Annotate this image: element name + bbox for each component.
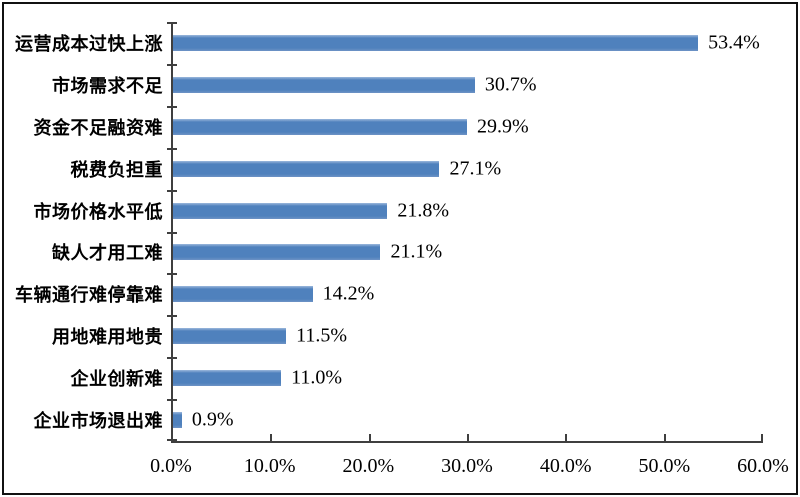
x-axis-tick-label: 20.0% [342, 455, 395, 477]
value-label: 21.1% [390, 240, 443, 263]
bar-row: 市场价格水平低 21.8% [34, 190, 763, 232]
value-label: 30.7% [484, 73, 537, 96]
x-axis-tick-label: 60.0% [737, 455, 789, 477]
bar-row: 运营成本过快上涨 53.4% [15, 22, 763, 64]
bar-row: 车辆通行难停靠难 14.2% [15, 273, 763, 315]
y-axis-tick [167, 105, 177, 108]
bar [173, 160, 440, 177]
value-label: 11.0% [291, 366, 343, 389]
x-axis-tick [565, 434, 568, 441]
bar-row: 企业创新难 11.0% [71, 357, 763, 399]
x-axis-tick [663, 434, 666, 441]
value-label: 53.4% [708, 31, 760, 54]
category-label: 用地难用地贵 [52, 327, 163, 348]
bar [173, 202, 388, 219]
bar-row: 企业市场退出难 0.9% [34, 399, 763, 441]
bar-row: 资金不足融资难 29.9% [34, 106, 763, 148]
category-label: 资金不足融资难 [33, 117, 163, 138]
category-label: 税费负担重 [70, 159, 163, 180]
x-axis-tick-label: 10.0% [243, 455, 296, 477]
bar [173, 244, 381, 261]
bar [173, 370, 282, 387]
x-axis-tick-label: 30.0% [441, 455, 493, 477]
bar [173, 118, 468, 135]
value-label: 14.2% [322, 282, 375, 305]
value-label: 0.9% [191, 408, 234, 431]
value-label: 27.1% [449, 157, 502, 180]
plot-area: 运营成本过快上涨 53.4% 市场需求不足 30.7% 资金不足融资难 29.9% 税费负担… [15, 22, 763, 443]
y-axis-tick [167, 189, 177, 192]
x-axis-tick-label: 40.0% [539, 455, 592, 477]
y-axis-tick [167, 315, 177, 318]
x-axis-tick [761, 434, 763, 441]
value-label: 11.5% [296, 324, 347, 347]
category-label: 企业创新难 [70, 369, 163, 390]
x-axis-labels: 0.0% 10.0% 20.0% 30.0% 40.0% 50.0% 60.0% [150, 455, 789, 481]
bar-rows: 运营成本过快上涨 53.4% 市场需求不足 30.7% 资金不足融资难 29.9% 税费负担… [15, 22, 763, 441]
value-label: 29.9% [477, 115, 529, 138]
bar [173, 286, 313, 303]
value-label: 21.8% [397, 199, 450, 222]
bar [173, 412, 182, 429]
y-axis-tick [167, 147, 177, 150]
bar-row: 用地难用地贵 11.5% [52, 315, 763, 357]
category-label: 市场价格水平低 [33, 201, 163, 222]
bar-row: 税费负担重 27.1% [71, 148, 763, 190]
y-axis-tick [167, 22, 177, 24]
x-axis-tick [368, 434, 371, 441]
category-label: 运营成本过快上涨 [15, 33, 163, 54]
y-axis-tick [167, 231, 177, 234]
bar [173, 76, 475, 93]
y-axis-tick [167, 63, 177, 66]
x-axis-tick [467, 434, 469, 441]
y-axis-tick [167, 399, 177, 402]
category-label: 车辆通行难停靠难 [15, 285, 163, 306]
x-axis-tick-label: 0.0% [150, 455, 192, 477]
bar-row: 市场需求不足 30.7% [52, 64, 763, 106]
x-axis-tick-label: 50.0% [638, 455, 691, 477]
category-label: 企业市场退出难 [33, 411, 163, 432]
x-axis-tick [270, 434, 273, 441]
bar [173, 34, 699, 51]
y-axis-tick [167, 439, 177, 441]
y-axis-tick [167, 357, 177, 360]
bar [173, 328, 287, 345]
category-label: 缺人才用工难 [52, 243, 163, 264]
y-axis-tick [167, 273, 177, 276]
category-label: 市场需求不足 [52, 75, 163, 96]
bar-row: 缺人才用工难 21.1% [52, 232, 763, 274]
